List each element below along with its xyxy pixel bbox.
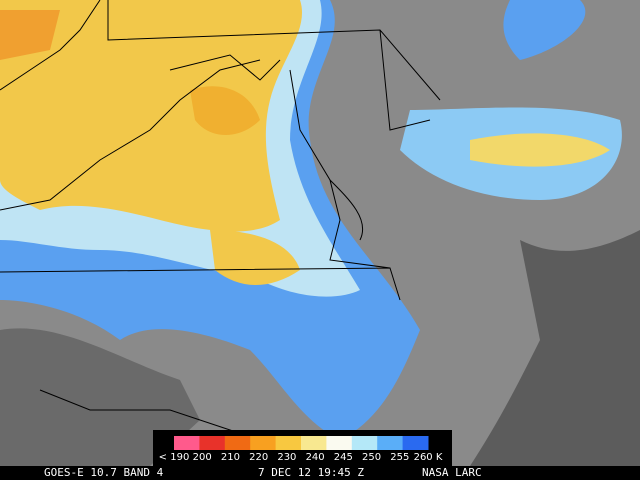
dark-cloud — [470, 230, 640, 466]
colder-top — [190, 86, 260, 135]
legend-label: 200 — [193, 452, 212, 463]
caption-left: GOES-E 10.7 BAND 4 — [44, 466, 164, 479]
cold-cloud — [503, 0, 586, 60]
legend-swatch — [250, 436, 277, 450]
legend-swatch — [326, 436, 353, 450]
legend-label: 220 — [249, 452, 268, 463]
legend-swatch — [351, 436, 378, 450]
legend-label: 260 K — [414, 452, 443, 463]
caption-bar — [0, 466, 640, 480]
cold-top — [470, 133, 610, 167]
legend-label: 240 — [306, 452, 325, 463]
legend-swatch — [377, 436, 404, 450]
state-borders — [0, 0, 441, 467]
legend-label: 250 — [362, 452, 381, 463]
legend-label: < 190 — [159, 452, 190, 463]
cold-top — [0, 0, 303, 232]
legend-label: 255 — [390, 452, 409, 463]
legend-label: 230 — [277, 452, 296, 463]
caption-right: NASA LARC — [422, 466, 482, 479]
legend-swatch — [275, 436, 302, 450]
caption-center: 7 DEC 12 19:45 Z — [258, 466, 364, 479]
legend-label: 245 — [334, 452, 353, 463]
color-legend: < 190 200 210 220 230 240 245 250 255 260 K — [159, 436, 443, 463]
legend-swatch — [402, 436, 429, 450]
colder-top — [0, 10, 60, 60]
legend-swatch — [301, 436, 327, 450]
legend-swatch — [174, 436, 200, 450]
legend-swatch — [224, 436, 251, 450]
dark-cloud — [0, 328, 200, 466]
legend-label: 210 — [221, 452, 240, 463]
legend-swatch — [199, 436, 226, 450]
cold-top — [210, 230, 300, 285]
